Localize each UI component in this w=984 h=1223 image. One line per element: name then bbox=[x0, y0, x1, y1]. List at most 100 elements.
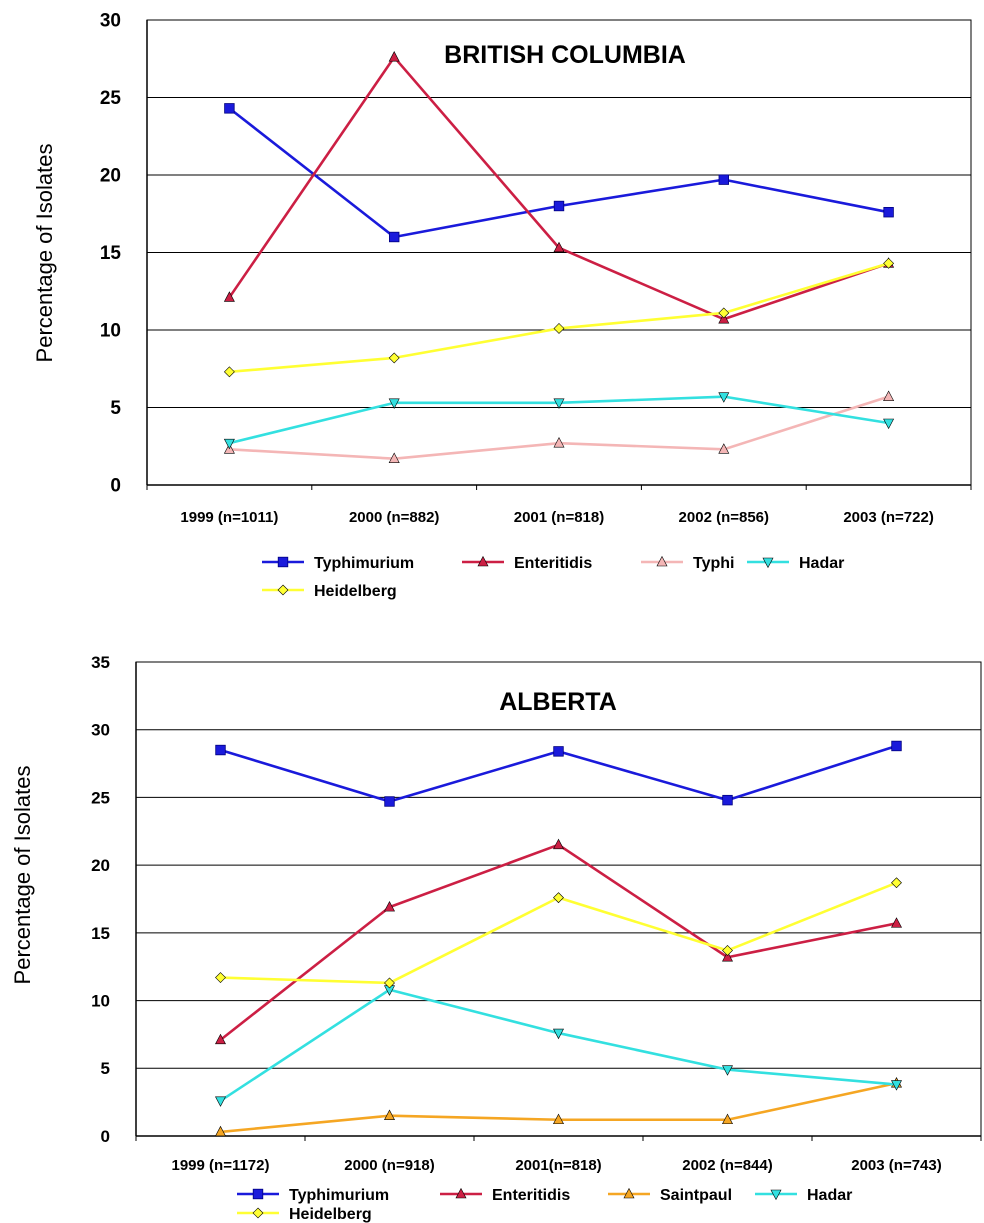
series-typhimurium bbox=[224, 103, 894, 243]
legend-marker bbox=[656, 555, 668, 567]
series-line bbox=[229, 262, 889, 374]
legend-label: Heidelberg bbox=[289, 1206, 372, 1223]
data-point bbox=[553, 838, 564, 850]
data-point bbox=[553, 398, 565, 409]
y-tick-label: 15 bbox=[100, 243, 122, 264]
data-point bbox=[384, 977, 395, 989]
legend-item: Enteritidis bbox=[440, 1187, 570, 1204]
y-tick-label: 35 bbox=[91, 653, 110, 672]
data-point bbox=[553, 200, 565, 212]
legend-item: Hadar bbox=[747, 555, 844, 572]
data-point bbox=[215, 1125, 226, 1137]
data-point bbox=[553, 1113, 564, 1125]
y-tick-label: 5 bbox=[101, 1059, 110, 1078]
y-tick-label: 0 bbox=[110, 476, 121, 497]
legend-item: Hadar bbox=[755, 1187, 852, 1204]
data-point bbox=[883, 418, 895, 430]
series-heidelberg bbox=[215, 877, 902, 989]
series-line bbox=[219, 988, 897, 1102]
data-point bbox=[722, 945, 733, 956]
legend-label: Typhimurium bbox=[314, 555, 414, 572]
data-point bbox=[553, 892, 564, 904]
data-point bbox=[388, 398, 400, 409]
y-tick-label: 25 bbox=[100, 88, 122, 109]
data-point bbox=[722, 1113, 733, 1125]
data-point bbox=[722, 951, 733, 962]
data-point bbox=[223, 291, 235, 302]
legend-label: Hadar bbox=[799, 555, 844, 572]
y-tick-label: 30 bbox=[100, 11, 121, 32]
y-tick-label: 5 bbox=[110, 398, 121, 419]
data-point bbox=[718, 307, 730, 319]
legend-label: Typhimurium bbox=[289, 1187, 389, 1204]
data-point bbox=[388, 231, 400, 243]
chart-british-columbia: 0 5 10 15 20 25 30 1999 (n=1011) 2000 (n=882) 200… bbox=[32, 11, 972, 600]
y-tick-label: 0 bbox=[101, 1127, 110, 1146]
x-tick-label: 2001 (n=818) bbox=[514, 509, 604, 526]
data-point bbox=[883, 390, 895, 401]
data-point bbox=[718, 392, 730, 403]
series-enteritidis bbox=[215, 838, 902, 1045]
data-point bbox=[224, 103, 235, 114]
data-point bbox=[215, 1096, 226, 1107]
data-point bbox=[384, 900, 395, 912]
legend-label: Saintpaul bbox=[660, 1187, 732, 1204]
legend: Typhimurium Enteritidis Saintpaul Hadar Heid… bbox=[237, 1187, 852, 1223]
y-tick-label: 10 bbox=[100, 321, 121, 342]
data-point bbox=[223, 366, 235, 378]
data-point bbox=[215, 972, 226, 983]
series-heidelberg bbox=[223, 257, 895, 378]
data-point bbox=[718, 174, 730, 185]
x-tick-label: 2003 (n=743) bbox=[851, 1157, 941, 1174]
data-point bbox=[553, 1028, 564, 1040]
data-point bbox=[891, 1080, 902, 1091]
y-tick-label: 20 bbox=[91, 856, 110, 875]
data-point bbox=[883, 206, 894, 218]
y-tick-label: 20 bbox=[100, 166, 121, 187]
legend-label: Heidelberg bbox=[314, 583, 397, 600]
y-axis-label: Percentage of Isolates bbox=[10, 766, 35, 985]
data-point bbox=[215, 744, 226, 756]
legend-marker bbox=[277, 556, 289, 568]
x-tick-label: 2000 (n=918) bbox=[344, 1157, 434, 1174]
x-tick-label: 2000 (n=882) bbox=[349, 509, 439, 526]
chart-title: ALBERTA bbox=[499, 688, 617, 716]
x-tick-label: 2003 (n=722) bbox=[843, 509, 933, 526]
legend-item: Typhimurium bbox=[262, 555, 414, 572]
data-point bbox=[722, 1065, 733, 1076]
series-line bbox=[228, 55, 890, 321]
legend-marker bbox=[477, 555, 489, 567]
legend-label: Enteritidis bbox=[492, 1187, 570, 1204]
data-point bbox=[215, 1033, 226, 1045]
x-tick-label: 2002 (n=844) bbox=[682, 1157, 772, 1174]
legend-label: Typhi bbox=[693, 555, 734, 572]
series-line bbox=[228, 107, 889, 239]
series-line bbox=[219, 843, 897, 1041]
series-line bbox=[220, 1081, 897, 1134]
x-tick-label: 1999 (n=1011) bbox=[180, 509, 278, 526]
series-enteritidis bbox=[223, 51, 895, 324]
data-point bbox=[891, 740, 902, 752]
legend-item: Heidelberg bbox=[237, 1206, 372, 1223]
data-point bbox=[553, 241, 565, 253]
legend-marker bbox=[252, 1188, 264, 1200]
legend-item: Typhimurium bbox=[237, 1187, 389, 1204]
data-point bbox=[718, 443, 730, 454]
legend-marker bbox=[277, 584, 289, 596]
data-point bbox=[384, 1109, 395, 1120]
y-tick-label: 30 bbox=[91, 721, 110, 740]
y-tick-label: 10 bbox=[91, 992, 110, 1011]
legend-label: Hadar bbox=[807, 1187, 852, 1204]
data-point bbox=[718, 313, 730, 324]
legend-marker bbox=[623, 1187, 635, 1199]
data-point bbox=[553, 746, 564, 757]
legend: Typhimurium Enteritidis Typhi Hadar Heidelbe… bbox=[262, 555, 844, 600]
data-point bbox=[891, 877, 902, 889]
legend-marker bbox=[455, 1187, 467, 1199]
x-tick-label: 2001(n=818) bbox=[515, 1157, 601, 1174]
legend-item: Enteritidis bbox=[462, 555, 592, 572]
x-tick-label: 1999 (n=1172) bbox=[172, 1157, 270, 1174]
series-hadar bbox=[215, 985, 902, 1107]
y-tick-label: 25 bbox=[91, 788, 110, 807]
